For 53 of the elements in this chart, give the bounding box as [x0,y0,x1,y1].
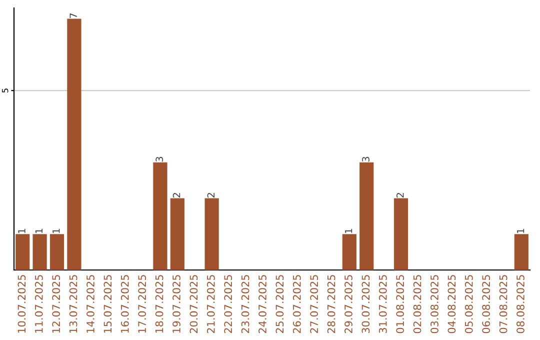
bar [16,234,30,270]
x-tick-label: 08.08.2025 [516,275,524,334]
bar [32,234,47,270]
y-tick-label: 5 [2,88,8,93]
x-tick-label: 14.07.2025 [86,275,94,333]
x-tick-label: 20.07.2025 [190,275,198,334]
x-tick-label: 13.07.2025 [69,275,78,333]
x-tick-label: 06.08.2025 [482,275,490,334]
x-tick-label: 19.07.2025 [172,275,180,333]
x-tick-label: 10.07.2025 [18,275,26,333]
bar [360,162,374,270]
bar [67,18,82,270]
data-label: 3 [362,156,370,162]
x-tick-label: 12.07.2025 [52,275,60,333]
x-tick-label: 07.08.2025 [499,275,508,334]
x-tick-label: 26.07.2025 [292,275,301,334]
x-tick-label: 30.07.2025 [362,275,370,334]
bar [204,198,219,270]
x-tick-label: 17.07.2025 [138,275,146,333]
x-tick-label: 29.07.2025 [344,275,352,334]
x-tick-label: 28.07.2025 [327,275,336,334]
x-tick-label: 02.08.2025 [413,275,422,334]
bar [342,234,356,270]
x-tick-label: 03.08.2025 [430,275,438,334]
x-tick-label: 01.08.2025 [396,275,404,334]
x-tick-label: 16.07.2025 [120,275,129,333]
data-label: 1 [35,228,42,234]
x-tick-label: 31.07.2025 [378,275,387,334]
x-tick-label: 24.07.2025 [258,275,266,334]
x-tick-label: 27.07.2025 [310,275,318,334]
x-tick-label: 23.07.2025 [241,275,250,334]
x-tick-label: 18.07.2025 [155,275,164,333]
x-tick-label: 11.07.2025 [34,275,43,333]
bar [394,198,408,270]
x-tick-label: 05.08.2025 [464,275,473,334]
x-tick-label: 21.07.2025 [206,275,215,334]
data-label: 1 [516,228,524,234]
bar [514,234,528,270]
x-tick-label: 04.08.2025 [448,275,456,334]
x-tick-label: 15.07.2025 [104,275,112,333]
data-label: 1 [18,228,26,234]
data-label: 2 [396,193,404,198]
data-label: 1 [344,228,352,234]
bar [50,234,64,270]
x-tick-label: 22.07.2025 [224,275,232,334]
x-tick-label: 25.07.2025 [276,275,284,334]
data-label: 3 [156,156,164,162]
data-label: 2 [172,193,180,198]
data-label: 7 [70,13,77,18]
bar [153,162,168,270]
data-label: 1 [52,228,60,234]
bar [170,198,184,270]
data-label: 2 [207,193,214,198]
